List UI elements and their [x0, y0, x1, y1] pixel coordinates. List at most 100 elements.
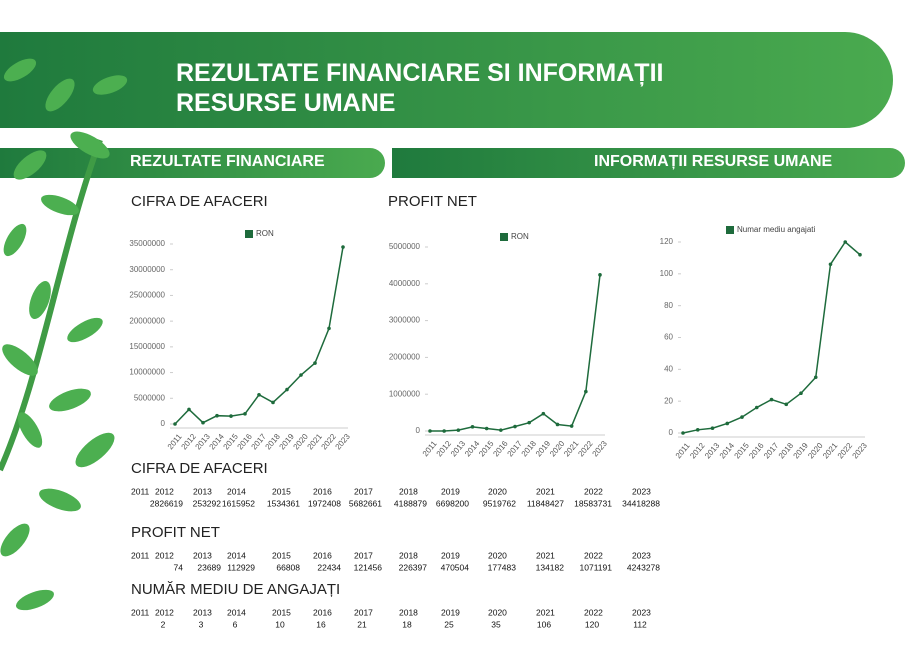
line	[429, 274, 601, 432]
legend-swatch	[245, 230, 253, 238]
value-cell: 10	[275, 619, 285, 629]
year-cell: 2015	[272, 550, 291, 560]
y-tick-label: 60	[664, 333, 673, 342]
year-cell: 2018	[399, 607, 418, 617]
value-cell: 74	[174, 562, 184, 572]
x-tick-label: 2017	[762, 441, 781, 461]
point	[858, 252, 862, 257]
value-cell: 21	[357, 619, 367, 629]
year-cell: 2023	[632, 550, 651, 560]
point	[299, 373, 303, 377]
point	[257, 392, 261, 397]
point	[229, 414, 233, 418]
y-tick-label: 40	[664, 364, 673, 373]
y-tick-label: 1000000	[389, 389, 421, 398]
point	[428, 429, 432, 433]
point	[470, 425, 475, 429]
value-cell: 2826619	[150, 498, 183, 508]
value-cell: 1071191	[580, 562, 613, 572]
x-tick-label: 2013	[449, 439, 468, 459]
point	[740, 415, 744, 419]
year-cell: 2015	[272, 607, 291, 617]
chart-title: PROFIT NET	[388, 193, 477, 210]
year-cell: 2012	[155, 550, 174, 560]
value-cell: 18	[402, 619, 412, 629]
x-tick-label: 2021	[821, 441, 840, 461]
point	[327, 326, 331, 331]
point	[173, 422, 177, 426]
point	[598, 273, 602, 277]
point	[725, 421, 730, 426]
point	[681, 431, 685, 435]
year-cell: 2014	[227, 607, 246, 617]
point	[187, 407, 191, 412]
point	[769, 397, 774, 402]
y-tick-label: 0	[161, 419, 166, 428]
x-tick-label: 2016	[491, 439, 510, 459]
year-cell: 2022	[584, 486, 603, 496]
value-cell: 5682661	[349, 498, 382, 508]
value-cell: 16	[316, 619, 326, 629]
value-cell: 112929	[227, 562, 255, 572]
x-tick-label: 2022	[836, 441, 855, 461]
year-cell: 2018	[399, 550, 418, 560]
point	[828, 262, 833, 267]
x-tick-label: 2017	[506, 439, 525, 459]
y-tick-label: 30000000	[129, 265, 165, 274]
point	[215, 413, 219, 418]
x-tick-label: 2018	[520, 439, 539, 459]
year-cell: 2016	[313, 486, 332, 496]
point	[499, 428, 503, 432]
value-cell: 34418288	[622, 498, 660, 508]
legend-swatch	[500, 233, 508, 241]
y-tick-label: 20	[664, 396, 673, 405]
value-cell: 106	[537, 619, 551, 629]
point	[201, 420, 205, 425]
year-cell: 2021	[536, 550, 555, 560]
year-cell: 2017	[354, 607, 373, 617]
x-tick-label: 2023	[851, 441, 870, 461]
line	[174, 246, 344, 425]
x-tick-label: 2020	[806, 441, 825, 461]
value-cell: 1534361	[267, 498, 300, 508]
point	[754, 405, 759, 410]
year-cell: 2015	[272, 486, 291, 496]
point	[555, 422, 560, 427]
year-cell: 2016	[313, 607, 332, 617]
year-cell: 2011	[131, 607, 150, 617]
x-tick-label: 2016	[747, 441, 766, 461]
x-tick-label: 2022	[576, 439, 595, 459]
line	[682, 240, 861, 434]
header-banner	[0, 32, 893, 128]
y-tick-label: 10000000	[129, 368, 165, 377]
x-tick-label: 2015	[733, 441, 752, 461]
year-cell: 2017	[354, 550, 373, 560]
y-tick-label: 35000000	[129, 239, 165, 248]
y-tick-label: 5000000	[389, 242, 421, 251]
value-cell: 253292	[193, 498, 222, 508]
y-tick-label: 3000000	[389, 316, 421, 325]
y-tick-label: 0	[669, 428, 674, 437]
point	[341, 245, 345, 249]
point	[442, 429, 446, 433]
value-cell: 177483	[488, 562, 517, 572]
point	[243, 412, 247, 416]
x-tick-label: 2019	[792, 441, 811, 461]
value-cell: 4243278	[627, 562, 660, 572]
point	[271, 400, 275, 405]
point	[695, 428, 700, 432]
y-tick-label: 120	[660, 237, 674, 246]
legend-label: Numar mediu angajati	[737, 225, 815, 234]
y-tick-label: 5000000	[134, 393, 166, 402]
year-cell: 2021	[536, 607, 555, 617]
y-tick-label: 80	[664, 301, 673, 310]
x-tick-label: 2014	[463, 439, 482, 459]
table-title: PROFIT NET	[131, 524, 220, 541]
point	[799, 391, 803, 396]
year-cell: 2016	[313, 550, 332, 560]
value-cell: 1972408	[308, 498, 341, 508]
value-cell: 4188879	[394, 498, 427, 508]
point	[710, 426, 715, 431]
point	[313, 361, 317, 365]
year-cell: 2020	[488, 607, 507, 617]
